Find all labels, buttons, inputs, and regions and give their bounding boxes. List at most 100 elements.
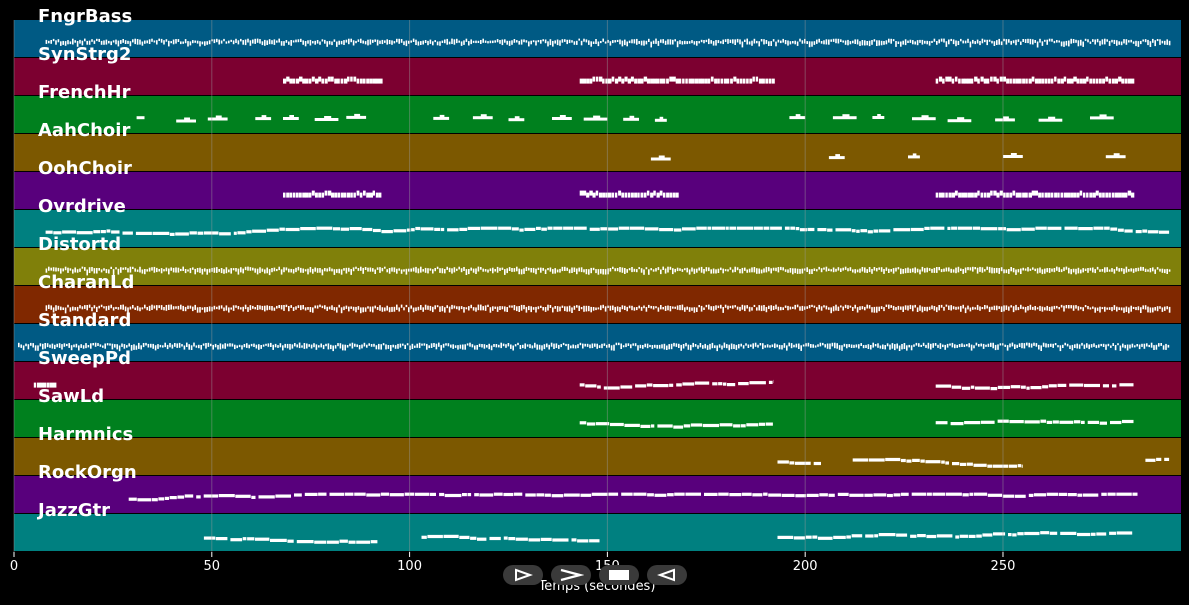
note xyxy=(840,305,842,308)
note xyxy=(945,41,948,47)
note xyxy=(620,343,622,349)
note xyxy=(746,269,748,273)
note xyxy=(312,41,314,44)
note xyxy=(1137,267,1140,272)
note xyxy=(967,192,971,198)
note xyxy=(1041,41,1044,46)
note xyxy=(429,268,432,271)
note xyxy=(146,307,148,311)
note xyxy=(207,342,210,347)
note xyxy=(679,40,681,45)
note-group xyxy=(623,115,639,121)
note-group xyxy=(832,114,857,120)
note xyxy=(1035,226,1047,230)
note xyxy=(326,540,339,544)
note xyxy=(1092,39,1094,42)
note xyxy=(895,307,897,311)
note xyxy=(691,78,695,84)
note xyxy=(451,304,453,310)
note xyxy=(1160,343,1162,346)
note xyxy=(540,39,542,44)
note xyxy=(969,492,973,496)
note xyxy=(790,226,796,230)
note xyxy=(100,40,103,45)
note xyxy=(353,76,357,82)
note xyxy=(749,78,753,84)
note xyxy=(702,345,704,349)
note xyxy=(470,39,472,45)
note xyxy=(777,39,780,43)
note xyxy=(476,345,478,350)
note xyxy=(359,192,363,198)
note xyxy=(244,266,247,271)
note xyxy=(343,40,345,45)
note xyxy=(547,41,549,47)
note xyxy=(369,192,373,198)
note xyxy=(180,268,182,272)
note xyxy=(1030,343,1033,348)
note xyxy=(924,40,926,44)
note xyxy=(715,269,717,274)
stop-button[interactable] xyxy=(599,565,639,585)
note xyxy=(1040,419,1047,423)
forward-button[interactable] xyxy=(551,565,591,585)
note xyxy=(683,424,691,428)
note xyxy=(690,423,703,427)
note xyxy=(164,496,169,500)
note xyxy=(182,41,184,44)
note xyxy=(629,226,645,230)
note xyxy=(896,533,908,537)
note xyxy=(947,119,972,123)
note xyxy=(175,39,177,44)
note xyxy=(1059,345,1062,352)
note xyxy=(350,306,352,309)
note xyxy=(264,305,266,312)
note xyxy=(693,41,696,45)
note xyxy=(712,382,718,386)
note xyxy=(996,78,999,84)
note xyxy=(80,344,82,348)
note-group xyxy=(789,114,806,120)
note xyxy=(586,343,589,347)
note xyxy=(555,343,558,348)
note xyxy=(337,78,340,84)
note xyxy=(978,344,980,347)
play-button[interactable] xyxy=(503,565,543,585)
note xyxy=(576,40,578,45)
note xyxy=(766,344,769,348)
note xyxy=(712,306,715,312)
note xyxy=(970,192,974,198)
note xyxy=(314,305,316,309)
note xyxy=(1031,190,1036,196)
note xyxy=(321,305,324,309)
note xyxy=(933,306,936,311)
note xyxy=(162,345,164,348)
track-lane xyxy=(14,248,1181,285)
note xyxy=(354,343,356,347)
note xyxy=(1145,458,1156,462)
note xyxy=(549,39,552,46)
note xyxy=(1087,39,1089,43)
note xyxy=(559,40,561,46)
note xyxy=(676,41,679,48)
note xyxy=(605,192,609,198)
note xyxy=(951,342,954,348)
note xyxy=(85,343,87,349)
note xyxy=(751,267,753,273)
note xyxy=(355,40,357,44)
note xyxy=(1072,268,1075,273)
note xyxy=(621,305,624,310)
note xyxy=(938,76,943,82)
note xyxy=(1092,306,1094,309)
note xyxy=(1077,493,1083,497)
note xyxy=(215,537,228,541)
note xyxy=(75,343,78,348)
note xyxy=(1024,307,1027,313)
note xyxy=(213,305,216,310)
note xyxy=(1075,39,1077,43)
note xyxy=(710,306,712,311)
note xyxy=(273,39,276,45)
rewind-button[interactable] xyxy=(647,565,687,585)
note xyxy=(758,268,760,274)
note xyxy=(297,305,300,308)
